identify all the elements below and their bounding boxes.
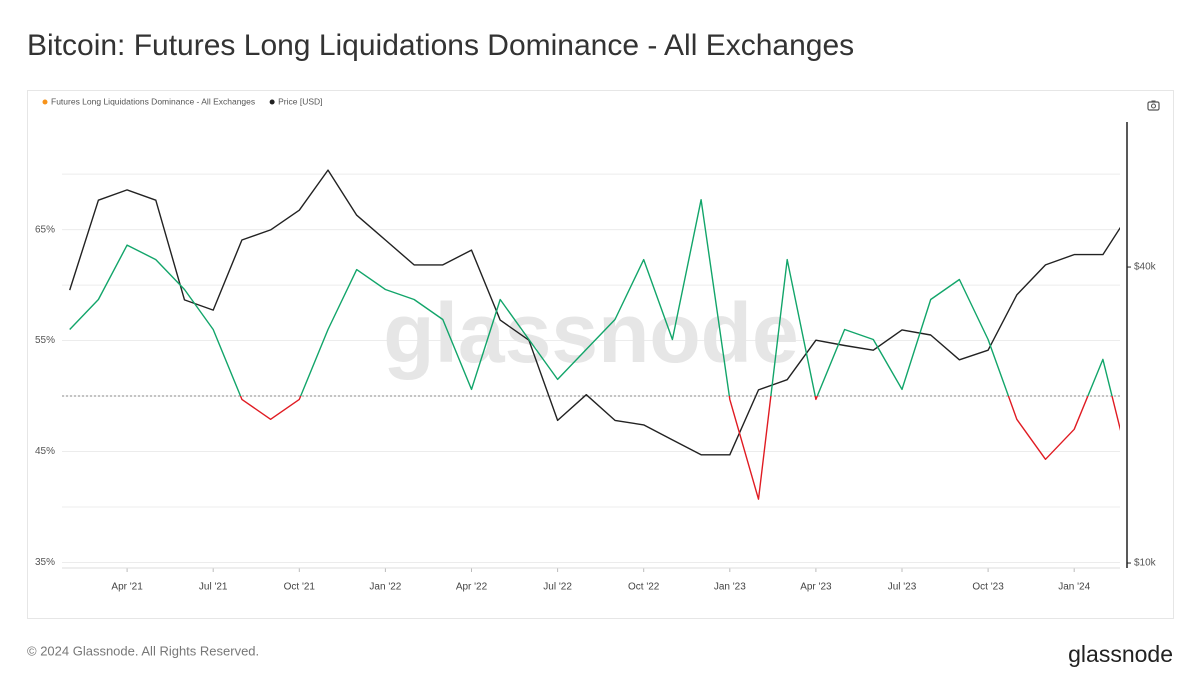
series-line <box>69 169 1120 456</box>
legend-label: Futures Long Liquidations Dominance - Al… <box>51 96 255 106</box>
series-line <box>69 199 1120 500</box>
y-tick-label: 65% <box>35 224 55 235</box>
y-tick-label: 35% <box>35 557 55 568</box>
x-tick-label: Oct '22 <box>628 582 660 593</box>
y2-tick-label: $40k <box>1134 262 1157 273</box>
x-tick-label: Apr '23 <box>800 582 832 593</box>
legend-marker <box>269 99 275 105</box>
legend-marker <box>42 99 48 105</box>
x-tick-label: Oct '23 <box>972 582 1004 593</box>
y2-tick-label: $10k <box>1134 558 1157 569</box>
camera-icon[interactable] <box>1147 100 1160 111</box>
x-tick-label: Jul '21 <box>199 582 228 593</box>
y-tick-label: 45% <box>35 446 55 457</box>
x-tick-label: Jul '22 <box>543 582 572 593</box>
x-tick-label: Jan '24 <box>1058 582 1090 593</box>
watermark: glassnode <box>383 286 798 380</box>
legend-label: Price [USD] <box>278 96 322 106</box>
logo: glassnode <box>1068 641 1173 667</box>
x-tick-label: Apr '21 <box>111 582 143 593</box>
x-tick-label: Jan '22 <box>369 582 401 593</box>
copyright: © 2024 Glassnode. All Rights Reserved. <box>27 643 259 658</box>
chart-frame <box>27 90 1174 619</box>
x-tick-label: Jul '23 <box>888 582 917 593</box>
x-tick-label: Jan '23 <box>714 582 746 593</box>
chart-title: Bitcoin: Futures Long Liquidations Domin… <box>27 29 854 62</box>
x-tick-label: Oct '21 <box>284 582 316 593</box>
x-tick-label: Apr '22 <box>456 582 488 593</box>
y-tick-label: 55% <box>35 335 55 346</box>
